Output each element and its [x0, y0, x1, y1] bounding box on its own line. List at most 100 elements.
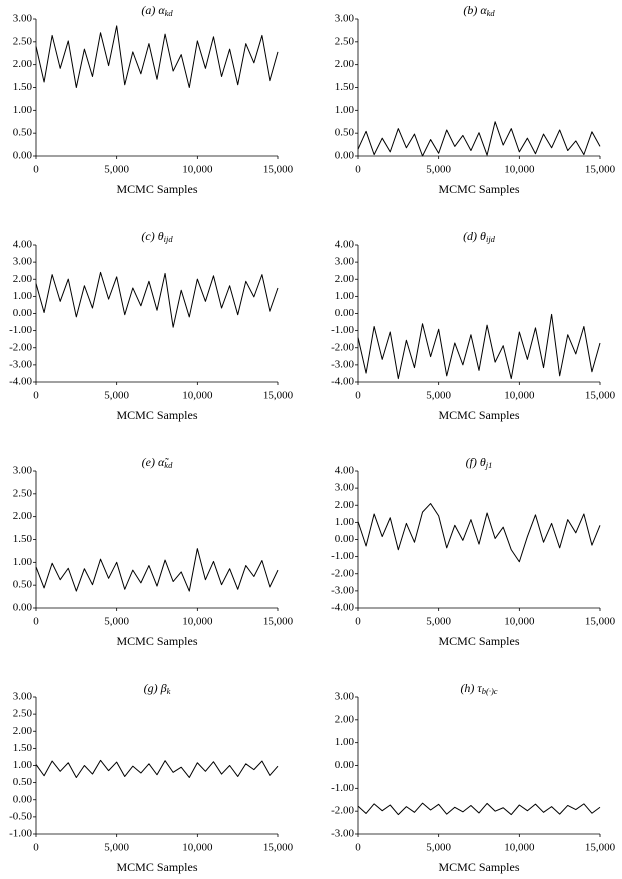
y-tick-label: -1.00 [331, 324, 354, 336]
title-text: (a) α [141, 3, 165, 17]
y-tick-label: -1.00 [9, 324, 32, 336]
x-tick-label: 0 [33, 164, 39, 176]
x-axis-label: MCMC Samples [116, 634, 197, 648]
y-tick-label: 0.00 [335, 150, 355, 162]
x-tick-label: 10,000 [182, 164, 213, 176]
title-subscript: kd [164, 460, 173, 470]
panel: (b) αkd 0.00 0.50 1.00 1.50 2.00 2.50 3.00 0 5,00… [335, 3, 616, 196]
title-text: (d) θ [463, 229, 486, 243]
x-tick-label: 5,000 [104, 390, 129, 402]
panel: (d) θijd -4.00 -3.00 -2.00 -1.00 0.00 1.00 2.00… [331, 229, 616, 422]
panel-title: (b) αkd [463, 3, 495, 18]
panel: (h) τb(·)c -3.00 -2.00 -1.00 0.00 1.00 2.00 3.0… [331, 681, 616, 874]
x-axis-label: MCMC Samples [116, 860, 197, 874]
y-tick-label: 3.00 [335, 13, 355, 25]
title-text: (c) θ [141, 229, 163, 243]
y-tick-label: -3.00 [331, 584, 354, 596]
title-subscript: ijd [164, 234, 174, 244]
title-subscript: ijd [486, 234, 496, 244]
x-tick-label: 15,000 [263, 390, 294, 402]
y-tick-label: 4.00 [335, 465, 355, 477]
x-tick-label: 15,000 [585, 390, 616, 402]
y-tick-label: -3.00 [331, 828, 354, 840]
y-tick-label: 2.00 [335, 58, 355, 70]
y-tick-label: -2.00 [9, 341, 32, 353]
title-text: (f) θ [466, 455, 486, 469]
panel: (f) θj1 -4.00 -3.00 -2.00 -1.00 0.00 1.00 2.00 3… [331, 455, 616, 648]
y-tick-label: 2.50 [335, 35, 355, 47]
x-tick-label: 15,000 [263, 616, 294, 628]
x-axis-label: MCMC Samples [438, 408, 519, 422]
y-tick-label: -2.00 [331, 805, 354, 817]
y-tick-label: 4.00 [13, 239, 33, 251]
x-tick-label: 0 [33, 390, 39, 402]
x-tick-label: 0 [355, 616, 361, 628]
x-tick-label: 5,000 [104, 164, 129, 176]
y-tick-label: 2.00 [13, 510, 33, 522]
y-tick-label: 0.50 [13, 776, 33, 788]
title-subscript: kd [487, 8, 496, 18]
y-tick-label: 2.00 [13, 273, 33, 285]
y-tick-label: 1.50 [335, 81, 355, 93]
trace-line [35, 548, 279, 592]
x-axis-label: MCMC Samples [116, 408, 197, 422]
y-tick-label: -4.00 [331, 376, 354, 388]
trace-line [35, 759, 279, 778]
y-tick-label: 0.00 [13, 150, 33, 162]
y-tick-label: 0.50 [13, 127, 33, 139]
trace-line [35, 271, 279, 328]
x-tick-label: 0 [355, 164, 361, 176]
panel-title: (a) αkd [141, 3, 173, 18]
y-tick-label: 1.00 [13, 104, 33, 116]
y-tick-label: 0.50 [13, 579, 33, 591]
y-tick-label: 1.00 [13, 759, 33, 771]
panel-title: (e) α̃kd [142, 455, 173, 470]
trace-line [357, 802, 601, 816]
x-tick-label: 10,000 [504, 616, 535, 628]
trace-line [35, 25, 279, 88]
panel-title: (f) θj1 [466, 455, 493, 470]
trace-line [357, 503, 601, 563]
x-tick-label: 5,000 [426, 164, 451, 176]
y-tick-label: 3.00 [335, 482, 355, 494]
y-tick-label: -1.00 [9, 828, 32, 840]
y-tick-label: 2.50 [13, 35, 33, 47]
y-tick-label: 0.00 [335, 533, 355, 545]
x-tick-label: 5,000 [426, 390, 451, 402]
x-axis-label: MCMC Samples [438, 860, 519, 874]
x-tick-label: 0 [355, 390, 361, 402]
y-tick-label: -0.50 [9, 810, 32, 822]
y-tick-label: 0.00 [13, 602, 33, 614]
title-subscript: k [167, 686, 171, 696]
y-tick-label: 1.00 [335, 104, 355, 116]
x-tick-label: 10,000 [504, 164, 535, 176]
panel: (g) βk -1.00 -0.50 0.00 0.50 1.00 1.50 2.00 2.50… [9, 681, 294, 874]
title-text: (g) β [144, 681, 167, 695]
title-text: (b) α [463, 3, 487, 17]
x-tick-label: 5,000 [104, 616, 129, 628]
y-tick-label: 2.00 [335, 499, 355, 511]
y-tick-label: 1.50 [13, 533, 33, 545]
y-tick-label: 0.00 [335, 307, 355, 319]
panel: (a) αkd 0.00 0.50 1.00 1.50 2.00 2.50 3.00 0 5,00… [13, 3, 294, 196]
x-tick-label: 10,000 [504, 842, 535, 854]
y-tick-label: 2.50 [13, 487, 33, 499]
y-tick-label: 4.00 [335, 239, 355, 251]
title-subscript: kd [165, 8, 174, 18]
y-tick-label: -4.00 [331, 602, 354, 614]
y-tick-label: 0.00 [335, 759, 355, 771]
y-tick-label: 1.00 [335, 290, 355, 302]
title-text: (e) α̃ [142, 455, 170, 469]
y-tick-label: 3.00 [335, 256, 355, 268]
x-tick-label: 5,000 [426, 842, 451, 854]
x-tick-label: 10,000 [504, 390, 535, 402]
y-tick-label: -2.00 [331, 567, 354, 579]
panel-title: (d) θijd [463, 229, 496, 244]
y-tick-label: -1.00 [331, 782, 354, 794]
y-tick-label: 3.00 [13, 691, 33, 703]
y-tick-label: -3.00 [9, 358, 32, 370]
panel-title: (g) βk [144, 681, 171, 696]
panel: (c) θijd -4.00 -3.00 -2.00 -1.00 0.00 1.00 2.00… [9, 229, 294, 422]
y-tick-label: 1.00 [13, 556, 33, 568]
x-tick-label: 15,000 [585, 164, 616, 176]
